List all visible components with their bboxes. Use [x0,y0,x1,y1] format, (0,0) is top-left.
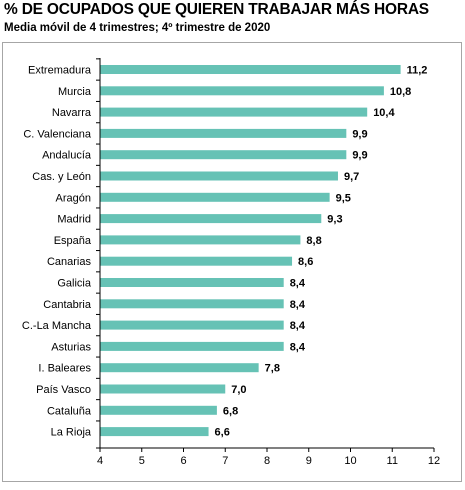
category-label: Canarias [47,256,92,268]
bar [100,150,347,160]
value-label: 9,9 [352,150,367,162]
category-label: Madrid [57,214,91,226]
value-label: 9,5 [336,192,351,204]
bar [100,341,284,351]
category-label: Cantabria [43,299,92,311]
bar [100,128,347,138]
bar [100,214,322,224]
bar [100,363,259,373]
value-label: 8,4 [290,299,306,311]
bar [100,384,226,394]
value-label: 10,8 [390,86,411,98]
value-label: 7,0 [231,384,246,396]
category-label: I. Baleares [38,363,91,375]
x-tick-label: 8 [264,455,270,467]
bar [100,171,338,181]
value-label: 9,7 [344,171,359,183]
category-label: Galicia [57,278,92,290]
category-label: Cas. y León [32,171,91,183]
value-label: 8,4 [290,278,306,290]
x-tick-label: 12 [428,455,440,467]
category-label: C. Valenciana [23,128,92,140]
bar [100,256,293,266]
x-tick-label: 7 [222,455,228,467]
category-label: Murcia [58,86,92,98]
bar [100,299,284,309]
category-label: España [54,235,92,247]
category-label: Navarra [52,107,92,119]
category-label: C.-La Mancha [22,320,92,332]
value-label: 8,8 [306,235,321,247]
bar [100,278,284,287]
value-label: 9,9 [352,128,367,140]
x-tick-label: 4 [97,455,103,467]
bar [100,107,368,117]
category-label: Extremadura [28,65,92,77]
x-tick-label: 10 [344,455,356,467]
category-label: País Vasco [36,384,91,396]
category-label: Aragón [56,192,91,204]
x-tick-label: 11 [387,455,398,467]
value-label: 6,8 [223,405,238,417]
value-label: 8,4 [290,341,306,353]
chart-title: % DE OCUPADOS QUE QUIEREN TRABAJAR MÁS H… [4,1,429,18]
category-label: Asturias [51,341,91,353]
x-tick-label: 5 [139,455,145,467]
bar [100,405,217,415]
bar [100,192,330,202]
value-label: 7,8 [265,363,280,375]
chart-frame [2,42,462,482]
x-tick-label: 6 [180,455,186,467]
value-label: 6,6 [215,427,230,439]
value-label: 8,4 [290,320,306,332]
chart-subtitle: Media móvil de 4 trimestres; 4º trimestr… [4,22,271,34]
bar [100,320,284,330]
category-label: Andalucía [42,150,92,162]
value-label: 9,3 [327,214,342,226]
value-label: 10,4 [373,107,395,119]
bar [100,235,301,245]
value-label: 8,6 [298,256,313,268]
bar [100,427,209,437]
bar [100,65,401,74]
bar [100,86,384,96]
value-label: 11,2 [407,65,428,77]
category-label: La Rioja [51,427,92,439]
category-label: Cataluña [47,405,92,417]
x-tick-label: 9 [306,455,312,467]
